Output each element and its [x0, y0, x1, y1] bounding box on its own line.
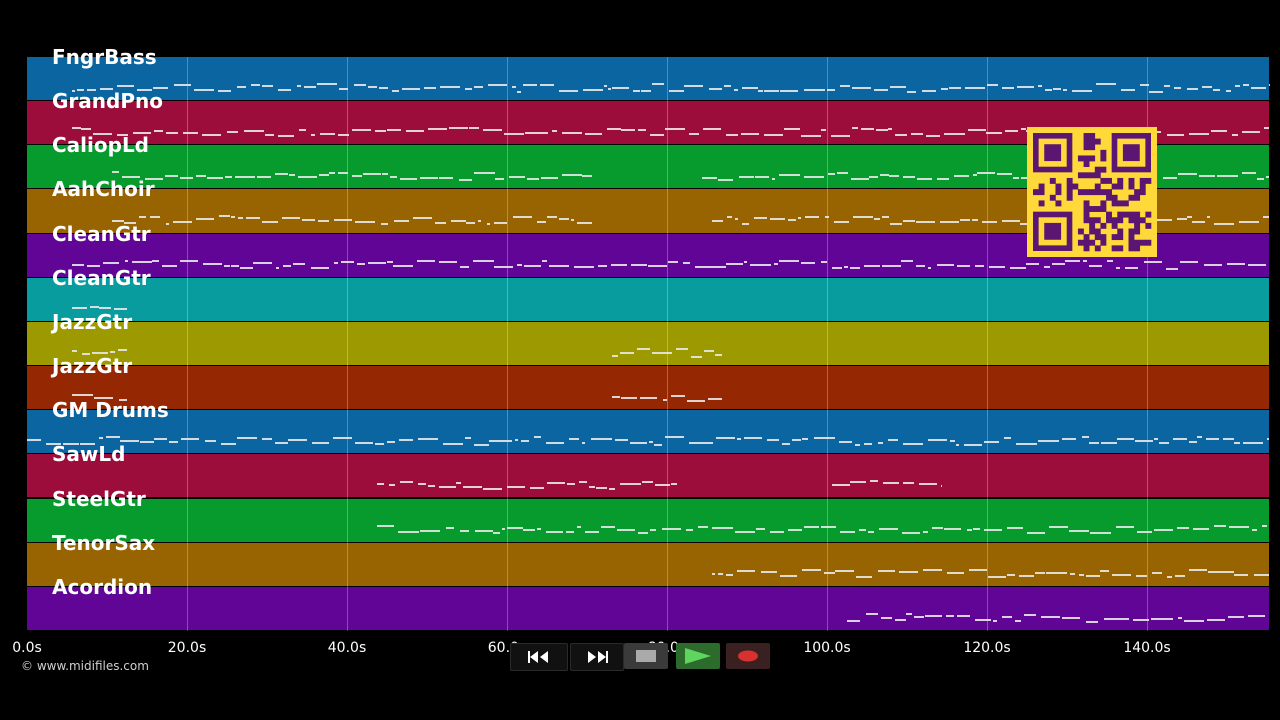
track-name: TenorSax [52, 530, 156, 555]
time-tick-label: 20.0s [167, 640, 207, 656]
track-name: JazzGtr [52, 354, 133, 379]
track-lane[interactable] [27, 410, 1269, 454]
rewind-icon [528, 651, 548, 663]
track-lane[interactable] [27, 57, 1269, 101]
track-name: GM Drums [52, 398, 169, 423]
track-name: JazzGtr [52, 309, 133, 334]
transport-controls [510, 643, 770, 671]
time-tick-label: 140.0s [1123, 640, 1171, 656]
record-button[interactable] [726, 643, 770, 669]
grid-line [187, 57, 188, 631]
track-name: AahChoir [52, 177, 155, 202]
grid-line [1147, 57, 1148, 631]
track-name: GrandPno [52, 89, 163, 114]
stop-icon [636, 650, 656, 662]
time-tick-label: 40.0s [327, 640, 367, 656]
qr-code [1027, 127, 1157, 257]
track-name: CaliopLd [52, 133, 150, 158]
fast-forward-button[interactable] [570, 643, 624, 671]
grid-line [987, 57, 988, 631]
time-tick-label: 100.0s [803, 640, 851, 656]
track-name: FngrBass [52, 45, 157, 69]
stop-button[interactable] [624, 643, 668, 669]
play-button[interactable] [676, 643, 720, 669]
track-lane[interactable] [27, 586, 1269, 630]
grid-line [667, 57, 668, 631]
track-name: Acordion [52, 574, 153, 599]
play-icon [685, 648, 711, 664]
rewind-button[interactable] [510, 643, 568, 671]
time-tick-label: 0.0s [12, 640, 42, 656]
time-tick-label: 120.0s [963, 640, 1011, 656]
track-name: CleanGtr [52, 221, 151, 246]
track-lane[interactable] [27, 498, 1269, 542]
track-lane[interactable] [27, 454, 1269, 498]
track-name: SawLd [52, 442, 126, 467]
track-lane[interactable] [27, 321, 1269, 366]
grid-line [507, 57, 508, 631]
grid-line [827, 57, 828, 631]
fast-forward-icon [588, 651, 608, 663]
record-icon [738, 650, 758, 662]
track-lane[interactable] [27, 366, 1269, 410]
track-lane[interactable] [27, 542, 1269, 586]
grid-line [347, 57, 348, 631]
track-lane[interactable] [27, 277, 1269, 321]
track-name: CleanGtr [52, 265, 151, 290]
copyright-text: © www.midifiles.com [21, 659, 149, 673]
track-name: SteelGtr [52, 486, 146, 511]
